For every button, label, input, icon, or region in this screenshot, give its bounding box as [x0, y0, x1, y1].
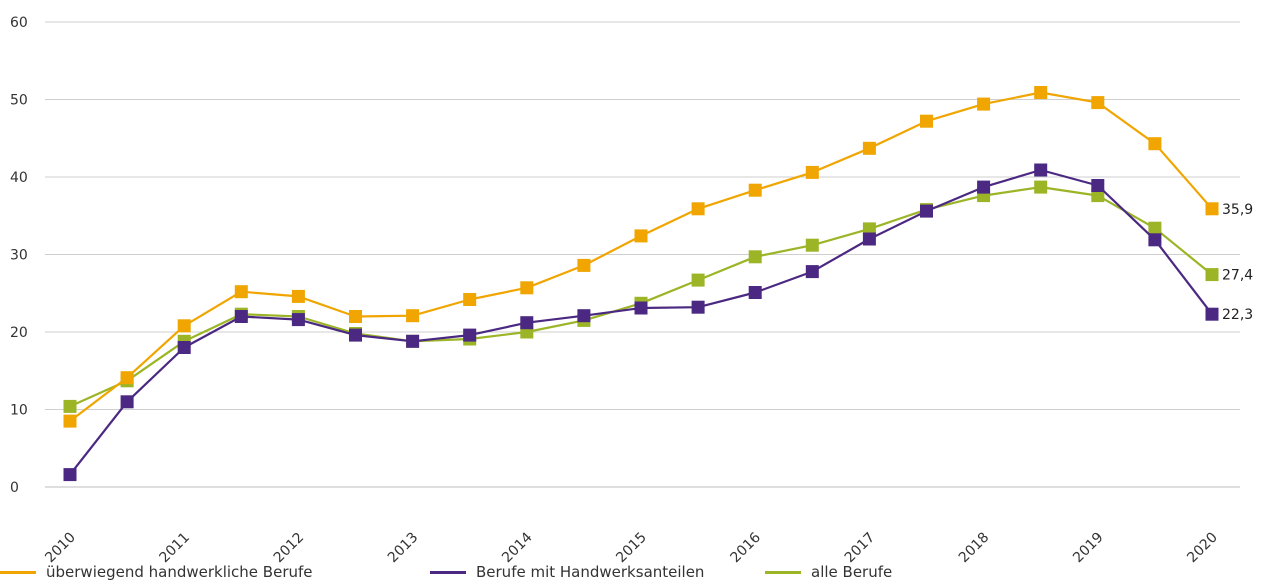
point-1-12	[749, 286, 762, 299]
point-1-9	[577, 309, 590, 322]
legend-item-alle-berufe: alle Berufe	[765, 560, 892, 584]
end-labels: 27,4 22,3 35,9	[1222, 202, 1253, 323]
y-axis: 0 10 20 30 40 50 60	[10, 15, 28, 496]
y-tick-label-20: 20	[10, 325, 28, 341]
y-tick-label-50: 50	[10, 93, 28, 109]
legend-label-alle-berufe: alle Berufe	[811, 563, 892, 581]
point-2-12	[749, 250, 762, 263]
point-0-13	[806, 166, 819, 179]
legend-label-handwerkliche: überwiegend handwerkliche Berufe	[46, 563, 313, 581]
point-1-17	[1034, 164, 1047, 177]
point-0-9	[577, 259, 590, 272]
y-tick-label-0: 0	[10, 480, 19, 496]
point-2-0	[64, 400, 77, 413]
point-0-10	[635, 229, 648, 242]
legend-swatch-handwerkliche	[0, 571, 36, 574]
point-0-1	[121, 371, 134, 384]
point-0-7	[463, 293, 476, 306]
point-0-18	[1091, 96, 1104, 109]
point-1-4	[292, 313, 305, 326]
point-2-19	[1148, 222, 1161, 235]
legend-item-handwerksanteilen: Berufe mit Handwerksanteilen	[430, 560, 704, 584]
end-label-2: 27,4	[1222, 268, 1253, 284]
point-0-3	[235, 285, 248, 298]
point-1-6	[406, 335, 419, 348]
grid-lines	[45, 22, 1240, 410]
point-1-11	[692, 301, 705, 314]
point-0-16	[977, 98, 990, 111]
legend: überwiegend handwerkliche Berufe Berufe …	[0, 560, 1268, 584]
y-tick-label-60: 60	[10, 15, 28, 31]
point-0-15	[920, 115, 933, 128]
point-1-0	[64, 468, 77, 481]
series-layer	[64, 86, 1219, 481]
point-2-20	[1206, 268, 1219, 281]
point-2-11	[692, 274, 705, 287]
point-0-20	[1206, 202, 1219, 215]
series-line-0	[70, 93, 1212, 422]
point-0-4	[292, 290, 305, 303]
legend-swatch-alle-berufe	[765, 571, 801, 574]
y-tick-label-40: 40	[10, 170, 28, 186]
point-1-10	[635, 302, 648, 315]
point-2-13	[806, 239, 819, 252]
end-label-0: 35,9	[1222, 202, 1253, 218]
point-0-12	[749, 184, 762, 197]
series-0	[64, 86, 1219, 428]
point-0-6	[406, 309, 419, 322]
point-1-13	[806, 265, 819, 278]
point-1-14	[863, 233, 876, 246]
point-0-14	[863, 142, 876, 155]
legend-swatch-handwerksanteilen	[430, 571, 466, 574]
point-1-19	[1148, 233, 1161, 246]
series-1	[64, 164, 1219, 482]
point-1-7	[463, 329, 476, 342]
point-1-1	[121, 395, 134, 408]
point-0-17	[1034, 86, 1047, 99]
point-1-8	[520, 316, 533, 329]
legend-item-handwerkliche: überwiegend handwerkliche Berufe	[0, 560, 313, 584]
x-axis: 2010 2011 2012 2013 2014 2015 2016 2017 2018 2019…	[42, 487, 1240, 566]
point-1-3	[235, 310, 248, 323]
point-0-0	[64, 415, 77, 428]
legend-label-handwerksanteilen: Berufe mit Handwerksanteilen	[476, 563, 704, 581]
point-1-18	[1091, 179, 1104, 192]
point-0-5	[349, 310, 362, 323]
point-1-2	[178, 341, 191, 354]
point-1-20	[1206, 308, 1219, 321]
point-1-15	[920, 205, 933, 218]
point-0-19	[1148, 137, 1161, 150]
y-tick-label-30: 30	[10, 248, 28, 264]
point-1-5	[349, 329, 362, 342]
y-tick-label-10: 10	[10, 403, 28, 419]
point-0-2	[178, 319, 191, 332]
point-0-11	[692, 202, 705, 215]
end-label-1: 22,3	[1222, 307, 1253, 323]
point-1-16	[977, 181, 990, 194]
point-2-17	[1034, 181, 1047, 194]
point-0-8	[520, 281, 533, 294]
